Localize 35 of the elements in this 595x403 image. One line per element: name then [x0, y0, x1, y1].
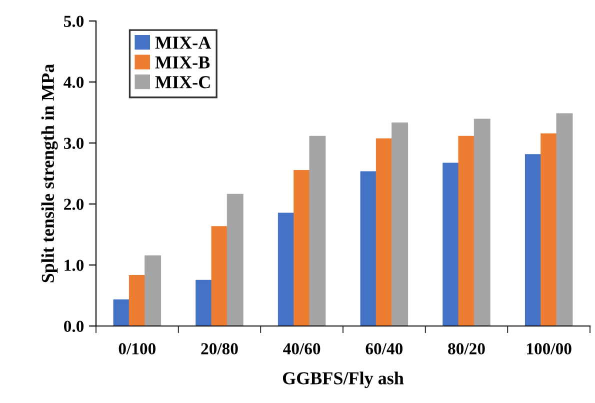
- x-tick-label: 100/00: [527, 343, 572, 354]
- bar: [226, 194, 244, 326]
- x-axis-title: GGBFS/Fly ash: [282, 372, 404, 388]
- y-tick-label: 0.0: [64, 320, 84, 332]
- bar: [144, 255, 162, 326]
- bar: [442, 162, 460, 326]
- y-tick-label: 1.0: [64, 260, 84, 272]
- bar: [294, 170, 310, 326]
- x-tick-label: 80/20: [448, 343, 485, 354]
- bar: [211, 226, 228, 326]
- bar: [113, 299, 130, 326]
- y-axis-title: Split tensile strength in MPa: [41, 64, 58, 282]
- bar: [360, 171, 377, 326]
- y-tick-label: 3.0: [64, 138, 84, 150]
- bar: [540, 133, 558, 326]
- x-tick-label: 40/60: [283, 343, 320, 354]
- y-tick-label: 5.0: [64, 16, 84, 28]
- x-tick-label: 20/80: [201, 343, 238, 354]
- bar: [376, 138, 392, 326]
- y-tick-label: 2.0: [64, 198, 84, 210]
- bar: [309, 136, 326, 326]
- bar: [196, 280, 212, 326]
- legend-label: MIX-C: [155, 76, 210, 88]
- bar: [458, 136, 475, 326]
- bar: [278, 212, 294, 326]
- bar: [524, 154, 542, 326]
- y-tick-label: 4.0: [64, 76, 84, 88]
- bar: [556, 113, 573, 326]
- x-tick-label: 0/100: [118, 343, 156, 354]
- legend-label: MIX-A: [155, 36, 212, 49]
- bar: [128, 274, 146, 326]
- bar: [392, 122, 408, 326]
- legend-label: MIX-B: [155, 56, 210, 68]
- x-tick-label: 60/40: [366, 343, 403, 354]
- bar: [474, 118, 490, 326]
